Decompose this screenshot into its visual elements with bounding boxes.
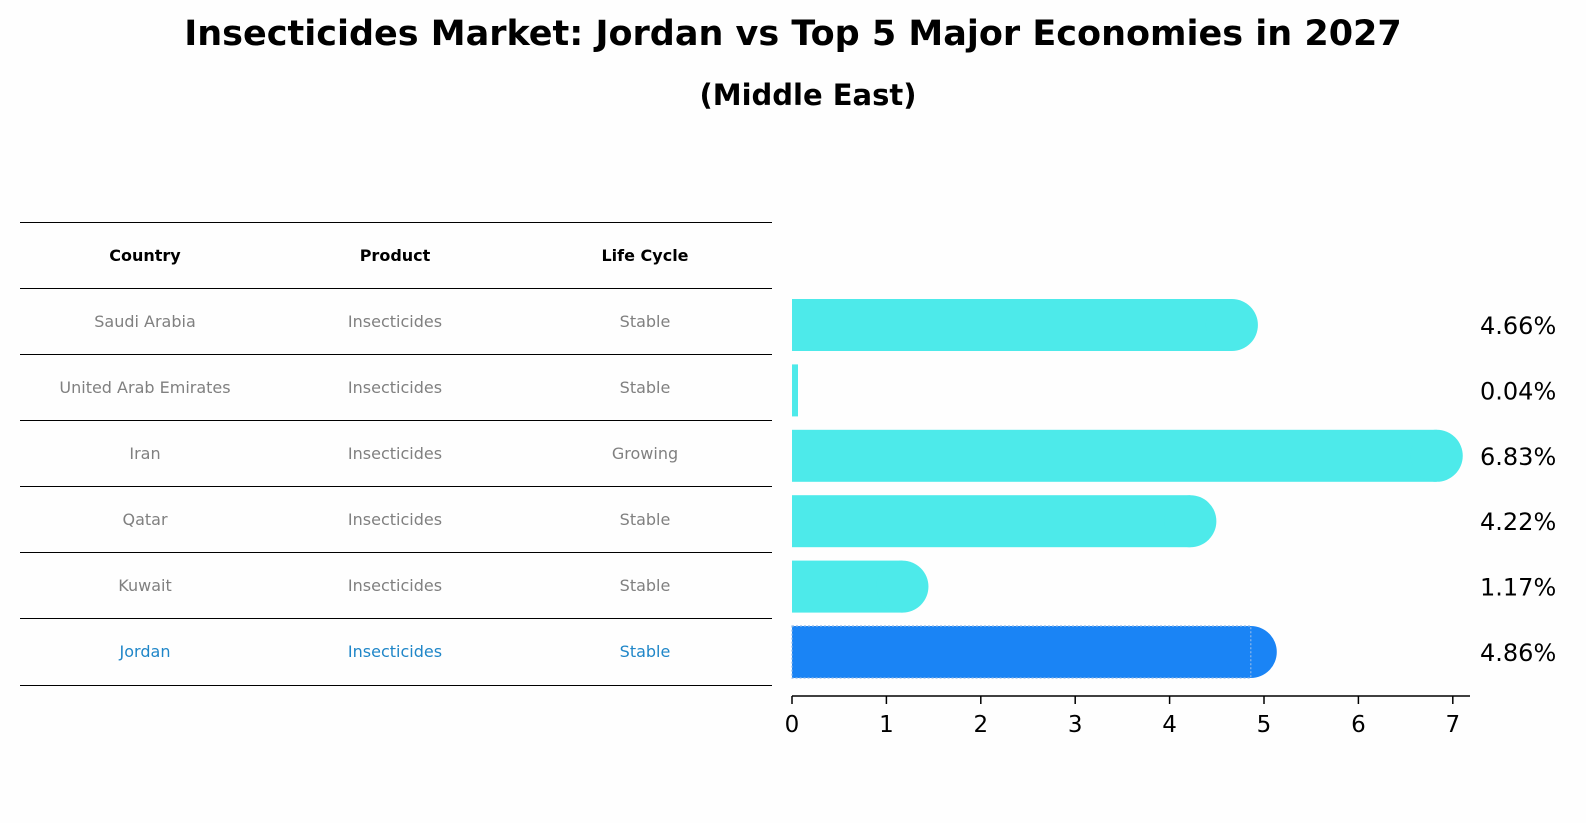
- table-row: United Arab Emirates Insecticides Stable: [20, 354, 772, 420]
- table-row: Qatar Insecticides Stable: [20, 486, 772, 552]
- x-tick-label: 6: [1351, 712, 1366, 738]
- table-row: Kuwait Insecticides Stable: [20, 552, 772, 618]
- cell-country: Jordan: [119, 642, 171, 662]
- bar-0: [792, 299, 1232, 351]
- cell-product: Insecticides: [347, 510, 443, 529]
- x-tick-label: 3: [1068, 712, 1083, 738]
- cell-life-cycle: Stable: [619, 378, 671, 397]
- bar-highlight-outline: [791, 625, 1252, 679]
- bar-2: [792, 429, 1437, 482]
- cell-country: Kuwait: [118, 576, 172, 595]
- cell-product: Insecticides: [347, 444, 443, 463]
- cell-life-cycle: Growing: [611, 444, 679, 463]
- bar-cap-3: [1164, 495, 1217, 548]
- cell-country: Iran: [129, 444, 161, 463]
- x-tick-label: 0: [785, 712, 800, 738]
- header-life-cycle: Life Cycle: [601, 246, 689, 265]
- table-row-highlight: Jordan Insecticides Stable: [20, 618, 772, 686]
- cell-product: Insecticides: [347, 642, 443, 662]
- bar-cap-0: [1205, 299, 1258, 351]
- cell-country: Qatar: [122, 510, 168, 529]
- bar-cap-2: [1410, 429, 1463, 482]
- table-row: Saudi Arabia Insecticides Stable: [20, 288, 772, 354]
- table-header-row: Country Product Life Cycle: [20, 222, 772, 288]
- cell-product: Insecticides: [347, 378, 443, 397]
- x-tick-label: 7: [1445, 712, 1460, 738]
- cell-product: Insecticides: [347, 576, 443, 595]
- header-country: Country: [109, 246, 181, 265]
- cell-product: Insecticides: [347, 312, 443, 331]
- cell-life-cycle: Stable: [619, 510, 671, 529]
- bar-value-label: 4.66%: [1480, 312, 1556, 340]
- bar-cap-4: [876, 560, 929, 613]
- cell-life-cycle: Stable: [619, 312, 671, 331]
- cell-life-cycle: Stable: [619, 576, 671, 595]
- country-table: Country Product Life Cycle Saudi Arabia …: [20, 222, 772, 686]
- x-tick-label: 4: [1162, 712, 1177, 738]
- header-product: Product: [359, 246, 431, 265]
- bar-value-label: 4.22%: [1480, 508, 1556, 536]
- chart-title: Insecticides Market: Jordan vs Top 5 Maj…: [184, 14, 1402, 54]
- x-tick-label: 5: [1257, 712, 1272, 738]
- x-tick-label: 1: [879, 712, 894, 738]
- bar-value-label: 4.86%: [1480, 639, 1556, 667]
- bar-3: [792, 495, 1191, 548]
- bar-value-label: 1.17%: [1480, 574, 1556, 602]
- table-row: Iran Insecticides Growing: [20, 420, 772, 486]
- cell-life-cycle: Stable: [619, 642, 671, 662]
- bar-value-label: 0.04%: [1480, 377, 1556, 405]
- cell-country: Saudi Arabia: [94, 312, 196, 331]
- bar-5: [792, 626, 1251, 678]
- x-tick-label: 2: [973, 712, 988, 738]
- chart-subtitle: (Middle East): [699, 78, 917, 112]
- cell-country: United Arab Emirates: [59, 378, 231, 397]
- bar-1: [792, 364, 798, 417]
- bar-value-label: 6.83%: [1480, 443, 1556, 471]
